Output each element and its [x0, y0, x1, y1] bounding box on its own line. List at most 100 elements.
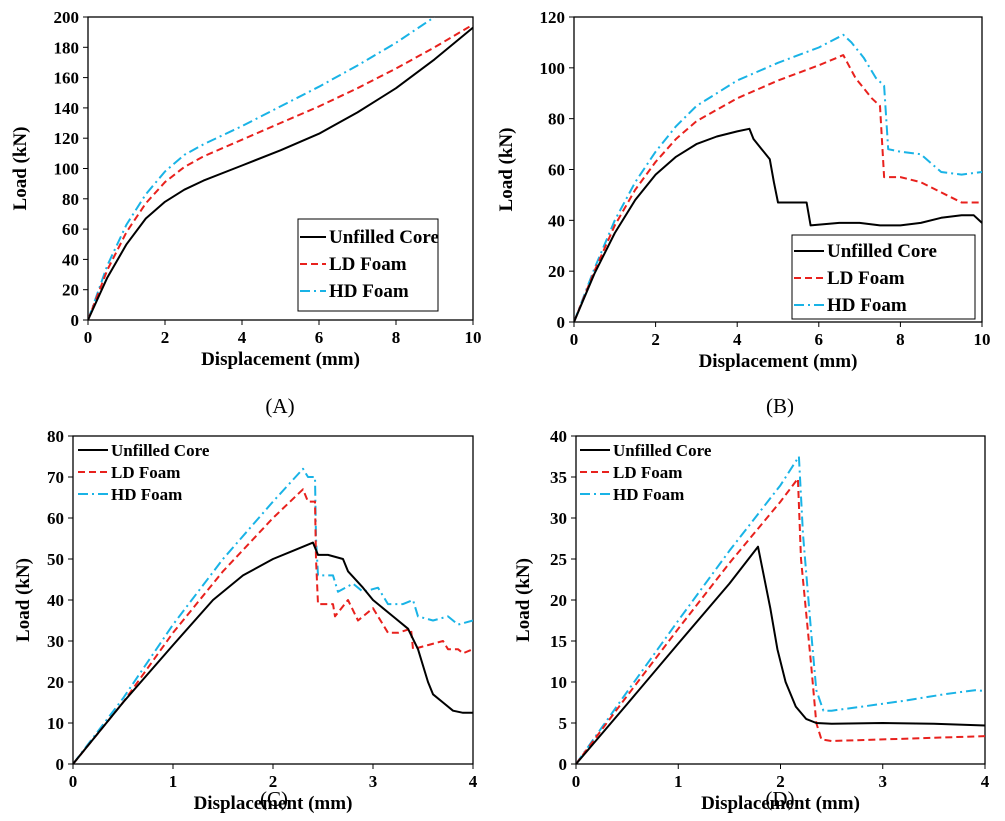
y-tick-label: 15	[550, 632, 567, 651]
legend-label: HD Foam	[111, 485, 182, 504]
legend: Unfilled Core LD Foam HD Foam	[75, 438, 227, 504]
series-group	[574, 33, 982, 322]
y-tick-label: 40	[548, 211, 565, 230]
y-tick-label: 10	[47, 714, 64, 733]
legend-label: Unfilled Core	[827, 241, 937, 262]
series-line-unfilled-core	[73, 541, 473, 764]
series-group	[73, 467, 473, 764]
y-tick-label: 120	[54, 129, 80, 148]
series-line-hd-foam	[576, 455, 985, 764]
panel-label: (D)	[765, 787, 794, 811]
y-tick-label: 20	[47, 673, 64, 692]
x-axis-title: Displacement (mm)	[201, 349, 360, 370]
y-tick-label: 160	[54, 69, 80, 88]
y-tick-label: 180	[54, 38, 80, 57]
legend-label: Unfilled Core	[329, 227, 439, 248]
y-tick-label: 80	[47, 427, 64, 446]
series-line-ld-foam	[88, 23, 473, 320]
legend-box	[297, 218, 439, 312]
y-tick-label: 80	[62, 190, 79, 209]
y-tick-label: 10	[550, 673, 567, 692]
x-tick-label: 2	[269, 772, 278, 791]
y-tick-label: 100	[54, 160, 80, 179]
y-tick-label: 30	[47, 632, 64, 651]
legend-label: HD Foam	[827, 295, 907, 316]
y-tick-label: 35	[550, 468, 567, 487]
legend-label: LD Foam	[111, 463, 180, 482]
series-group	[88, 17, 473, 320]
x-tick-label: 1	[169, 772, 178, 791]
x-tick-label: 8	[392, 328, 401, 347]
legend: Unfilled Core LD Foam HD Foam	[791, 234, 976, 320]
x-tick-label: 1	[674, 772, 683, 791]
legend: Unfilled Core LD Foam HD Foam	[578, 438, 733, 504]
y-tick-label: 30	[550, 509, 567, 528]
y-axis-title: Load (kN)	[10, 127, 31, 211]
y-tick-label: 50	[47, 550, 64, 569]
y-tick-label: 25	[550, 550, 567, 569]
y-tick-label: 120	[540, 8, 566, 27]
legend-label: HD Foam	[613, 485, 684, 504]
x-tick-label: 8	[896, 330, 905, 349]
series-line-unfilled-core	[88, 26, 473, 320]
x-tick-label: 2	[651, 330, 660, 349]
legend-label: Unfilled Core	[613, 441, 712, 460]
x-tick-label: 6	[815, 330, 824, 349]
x-tick-label: 6	[315, 328, 324, 347]
series-line-hd-foam	[574, 33, 982, 322]
y-tick-label: 0	[56, 755, 65, 774]
y-axis-title: Load (kN)	[496, 128, 517, 212]
y-tick-label: 60	[62, 220, 79, 239]
y-tick-label: 80	[548, 110, 565, 129]
y-tick-label: 40	[550, 427, 567, 446]
y-tick-label: 40	[62, 250, 79, 269]
legend-label: LD Foam	[613, 463, 682, 482]
y-tick-label: 70	[47, 468, 64, 487]
y-axis-title: Load (kN)	[13, 558, 34, 642]
y-tick-label: 200	[54, 8, 80, 27]
y-tick-label: 0	[557, 313, 566, 332]
y-axis-title: Load (kN)	[513, 558, 534, 642]
x-tick-label: 0	[570, 330, 579, 349]
x-tick-label: 10	[974, 330, 991, 349]
x-axis-title: Displacement (mm)	[194, 793, 353, 814]
y-tick-label: 0	[559, 755, 568, 774]
x-tick-label: 0	[84, 328, 93, 347]
y-tick-label: 60	[47, 509, 64, 528]
legend-box	[75, 438, 227, 500]
x-tick-label: 0	[572, 772, 581, 791]
series-line-hd-foam	[88, 17, 436, 320]
series-line-hd-foam	[73, 467, 473, 764]
legend-label: HD Foam	[329, 281, 409, 302]
y-tick-label: 5	[559, 714, 568, 733]
panel-label: (C)	[260, 787, 288, 811]
y-tick-label: 140	[54, 99, 80, 118]
chart-panel-1: 0 2 4 6 8 10020406080100120140160180200Displa…	[10, 8, 482, 418]
x-tick-label: 4	[981, 772, 990, 791]
y-tick-label: 20	[62, 281, 79, 300]
series-line-ld-foam	[576, 477, 985, 764]
legend: Unfilled Core LD Foam HD Foam	[297, 218, 439, 312]
y-tick-label: 0	[71, 311, 80, 330]
y-tick-label: 20	[550, 591, 567, 610]
x-tick-label: 3	[879, 772, 888, 791]
x-tick-label: 3	[369, 772, 378, 791]
x-axis-title: Displacement (mm)	[699, 351, 858, 372]
x-tick-label: 4	[733, 330, 742, 349]
x-tick-label: 0	[69, 772, 78, 791]
y-tick-label: 20	[548, 262, 565, 281]
x-tick-label: 4	[469, 772, 478, 791]
x-tick-label: 10	[465, 328, 482, 347]
legend-label: LD Foam	[329, 254, 407, 275]
legend-box	[578, 438, 733, 500]
series-line-unfilled-core	[576, 545, 985, 764]
y-tick-label: 40	[47, 591, 64, 610]
panel-label: (B)	[766, 394, 794, 418]
legend-label: Unfilled Core	[111, 441, 210, 460]
series-line-ld-foam	[73, 488, 473, 764]
series-group	[576, 455, 985, 764]
